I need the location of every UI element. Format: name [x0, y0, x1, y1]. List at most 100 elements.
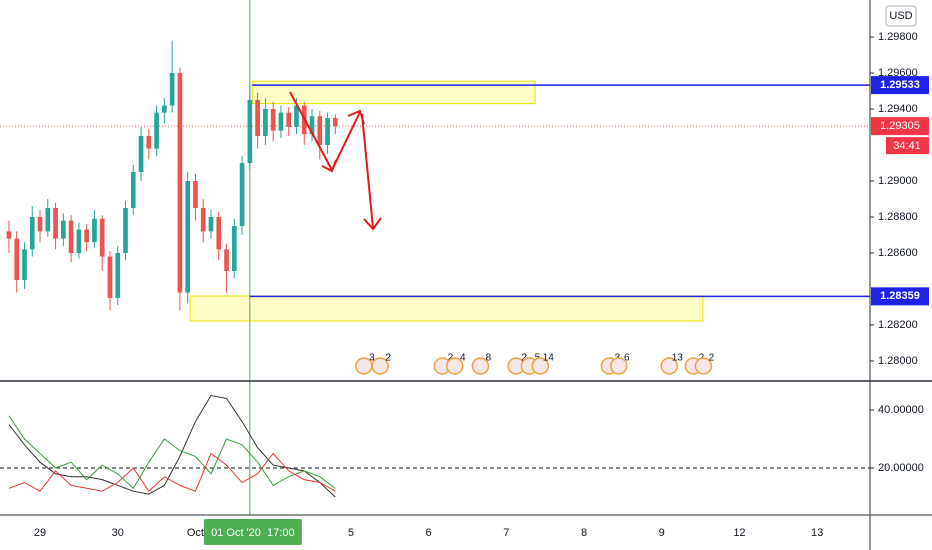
arrow-head: [321, 159, 337, 173]
candle-body: [216, 216, 222, 250]
y-tick-label: 1.29400: [878, 103, 918, 115]
candle-body: [185, 181, 191, 293]
event-icon: [694, 357, 713, 375]
x-tick-label: 30: [112, 527, 124, 539]
indicator-line: [8, 452, 336, 492]
crosshair-label-box: [203, 519, 302, 545]
candle-body: [200, 207, 206, 232]
candle-body: [138, 136, 144, 173]
x-tick-label: 13: [811, 527, 823, 539]
event-count: 8: [486, 353, 492, 364]
x-tick-label: 8: [581, 527, 587, 539]
countdown: 34:41: [893, 140, 921, 152]
event-count: 4: [460, 353, 466, 364]
event-count: 2: [521, 353, 527, 364]
currency-box[interactable]: [885, 5, 917, 27]
y-tick-label: 1.28200: [878, 319, 918, 331]
y-tick-label: 1.28800: [878, 211, 918, 223]
candle-body: [177, 73, 183, 293]
event-count: 14: [543, 353, 555, 364]
x-tick-label: 5: [348, 527, 354, 539]
x-tick-label: 12: [733, 527, 745, 539]
candle-body: [231, 225, 237, 271]
y-tick-label: 40.00000: [878, 404, 924, 416]
x-tick-label: 7: [503, 527, 509, 539]
candle-body: [107, 256, 113, 298]
y-tick-label: 1.29000: [878, 175, 918, 187]
candle-body: [333, 118, 338, 127]
y-tick-label: 1.29800: [878, 31, 918, 43]
candle-body: [22, 249, 27, 280]
candle-body: [68, 220, 74, 253]
candle-body: [169, 73, 175, 106]
candle-body: [162, 105, 167, 113]
y-tick-label: 1.28600: [878, 247, 918, 259]
candle-body: [84, 229, 89, 243]
last-price-label: 1.29305: [880, 120, 920, 132]
zone: [189, 295, 704, 322]
currency: USD: [889, 10, 912, 22]
candle-body: [278, 112, 284, 131]
event-count: 2: [709, 353, 715, 364]
event-icon: [471, 357, 490, 375]
candle-body: [317, 116, 323, 146]
candle-body: [37, 216, 43, 232]
candle-body: [99, 218, 105, 257]
candle-body: [14, 238, 20, 280]
candle-body: [76, 229, 82, 253]
candle-body: [130, 172, 136, 208]
candle-body: [325, 118, 330, 146]
last-price-box: [871, 117, 929, 136]
candle-body: [53, 207, 58, 239]
event-icon: [660, 357, 679, 375]
x-tick-label: Oct: [187, 527, 204, 539]
level-label: 1.28359: [880, 290, 920, 302]
zone: [251, 80, 536, 105]
candle-body: [286, 112, 292, 128]
candle-body: [247, 100, 253, 164]
indicator-line: [8, 394, 336, 498]
candle-body: [263, 109, 268, 137]
event-count: 3: [369, 353, 375, 364]
candle-body: [154, 112, 159, 149]
event-icon: [371, 357, 389, 375]
countdown-box: [886, 137, 929, 155]
candle-body: [29, 216, 35, 250]
level-label-box: [871, 287, 929, 306]
candle-body: [255, 100, 260, 137]
arrow-head: [363, 217, 382, 231]
candle-body: [193, 181, 198, 208]
candle-body: [6, 231, 12, 239]
candle-body: [294, 105, 299, 128]
event-count: 6: [624, 353, 630, 364]
y-tick-label: 1.29600: [878, 67, 918, 79]
crosshair-label: 01 Oct '20 17:00: [211, 527, 294, 539]
candle-body: [239, 163, 245, 226]
event-count: 2: [448, 353, 454, 364]
event-count: 2: [385, 353, 391, 364]
candle-body: [309, 116, 315, 135]
y-tick-label: 1.28000: [878, 355, 918, 367]
x-tick-label: 29: [34, 527, 46, 539]
candle-body: [208, 216, 214, 232]
event-icon: [610, 357, 628, 375]
candle-body: [45, 207, 51, 232]
x-tick-label: 6: [426, 527, 432, 539]
y-tick-label: 20.00000: [878, 462, 924, 474]
level-label: 1.29533: [880, 79, 920, 91]
indicator-line: [8, 415, 336, 490]
level-label-box: [871, 76, 929, 95]
candle-body: [224, 249, 229, 271]
candle-body: [270, 109, 276, 131]
event-icon: [446, 357, 464, 375]
event-count: 13: [672, 353, 684, 364]
candle-body: [115, 252, 121, 298]
candle-body: [92, 218, 97, 243]
drawn-arrows: [289, 91, 382, 231]
candle-body: [123, 207, 128, 253]
candle-body: [61, 220, 66, 239]
x-tick-label: 9: [659, 527, 665, 539]
event-icon: [531, 357, 550, 375]
